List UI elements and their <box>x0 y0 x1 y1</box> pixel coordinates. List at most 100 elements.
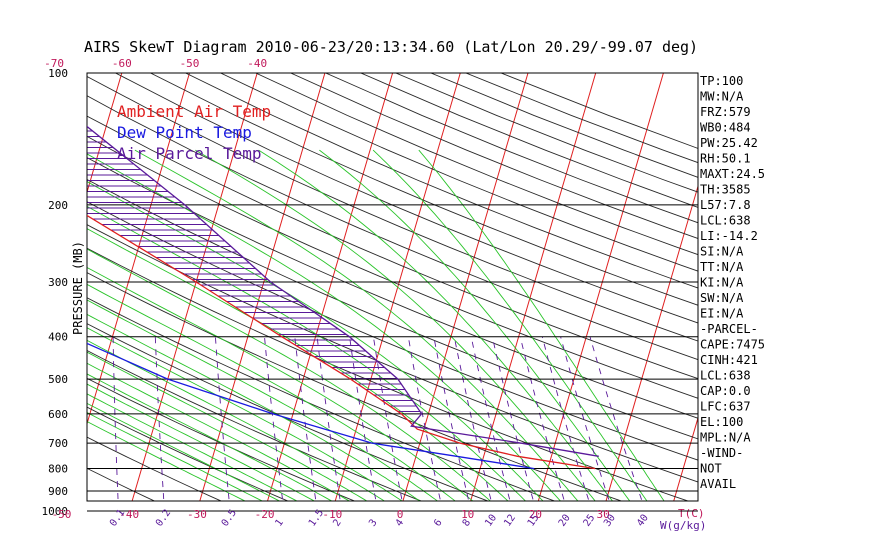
y-axis-label: PRESSURE (MB) <box>71 241 85 335</box>
dry-adiabat-line <box>87 436 223 501</box>
index-entry: TP:100 <box>700 74 743 88</box>
bottom-temp-tick-label: -30 <box>187 508 207 521</box>
profile-air-parcel-temp <box>87 125 599 457</box>
index-entry: LI:-14.2 <box>700 229 758 243</box>
pressure-tick-label: 800 <box>48 463 68 476</box>
isotherm-line <box>402 73 529 501</box>
dry-adiabat-line <box>87 467 156 501</box>
dry-adiabat-line <box>255 73 698 256</box>
index-entry: MW:N/A <box>700 90 744 104</box>
dry-adiabat-line <box>87 247 690 501</box>
index-entry: L57:7.8 <box>700 198 751 212</box>
dry-adiabat-line <box>87 272 623 501</box>
mixing-ratio-tick-label: 2 <box>331 517 343 528</box>
dry-adiabat-line <box>87 115 698 380</box>
pressure-tick-label: 700 <box>48 437 68 450</box>
index-entry: MPL:N/A <box>700 431 751 445</box>
mixing-ratio-tick-label: 6 <box>432 517 444 528</box>
dry-adiabat-line <box>87 135 698 399</box>
dry-adiabat-line <box>150 73 698 306</box>
moist-adiabat-line <box>87 402 281 501</box>
legend-entry: Air Parcel Temp <box>117 144 262 163</box>
index-entry: SW:N/A <box>700 291 744 305</box>
mixing-ratio-line <box>112 336 119 501</box>
moist-adiabat-line <box>418 149 665 501</box>
mixing-ratio-tick-label: 40 <box>635 513 651 529</box>
dry-adiabat-line <box>115 73 698 324</box>
cape-hatch <box>87 130 421 412</box>
isotherm-line <box>806 73 870 511</box>
dry-adiabat-line <box>87 377 356 501</box>
dry-adiabat-line <box>185 73 698 289</box>
profiles <box>87 125 599 470</box>
bottom-temp-tick-label: -40 <box>119 508 139 521</box>
index-entry: NOT <box>700 462 722 476</box>
pressure-tick-label: 400 <box>48 331 68 344</box>
mixing-ratio-tick-label: 10 <box>483 513 499 529</box>
moist-adiabat-line <box>87 299 439 501</box>
moist-adiabat-line <box>258 149 614 501</box>
dry-adiabat-line <box>430 73 698 178</box>
moist-adiabat-line <box>87 153 562 501</box>
isotherm-line <box>267 73 394 501</box>
top-temp-tick-label: -70 <box>44 57 64 70</box>
index-entry: EL:100 <box>700 415 743 429</box>
pressure-tick-label: 300 <box>48 276 68 289</box>
pressure-lines <box>86 72 699 512</box>
mixing-ratio-tick-label: 4 <box>394 517 406 528</box>
mixing-ratio-line <box>491 336 534 501</box>
x-axis-label: T(C) <box>678 507 705 520</box>
mixing-ratio-tick-label: 12 <box>502 513 518 529</box>
index-entry: LFC:637 <box>700 400 751 414</box>
dry-adiabat-line <box>325 73 698 224</box>
dry-adiabat-line <box>87 224 698 483</box>
pressure-tick-label: 100 <box>48 67 68 80</box>
dry-adiabat-line <box>220 73 698 272</box>
moist-adiabat-line <box>87 266 474 501</box>
moist-adiabat-line <box>319 149 631 501</box>
moist-adiabat-line <box>87 420 246 501</box>
profile-ambient-air-temp <box>87 214 596 470</box>
dry-adiabat-line <box>87 178 698 440</box>
index-entry: -PARCEL- <box>700 322 758 336</box>
bottom-temp-tick-label: -10 <box>322 508 342 521</box>
isotherm-line <box>0 73 54 511</box>
isotherm-line <box>673 416 698 501</box>
isotherm-line <box>87 73 123 194</box>
index-entry: CAPE:7475 <box>700 338 765 352</box>
isotherm-line <box>537 73 664 501</box>
moist-adiabat-line <box>134 149 579 501</box>
mixing-ratio-line <box>154 336 165 501</box>
index-entry: LCL:638 <box>700 214 751 228</box>
profile-dew-point-temp <box>87 342 535 470</box>
moist-adiabat-line <box>87 313 421 501</box>
moist-adiabat-line <box>87 339 386 501</box>
mixing-ratio-tick-label: 3 <box>367 517 379 528</box>
mixing-ratio-tick-label: 25 <box>582 513 598 529</box>
plot-frame <box>86 72 699 502</box>
bottom-temp-tick-label: 0 <box>397 508 404 521</box>
index-entry: RH:50.1 <box>700 152 751 166</box>
index-entry: SI:N/A <box>700 245 744 259</box>
mixing-ratio-line <box>541 336 590 501</box>
background-lines <box>0 73 870 511</box>
index-entry: MAXT:24.5 <box>700 167 765 181</box>
dry-adiabat-line <box>87 157 698 419</box>
pressure-tick-label: 900 <box>48 485 68 498</box>
moist-adiabat-line <box>87 351 368 501</box>
index-entry: EI:N/A <box>700 307 744 321</box>
dry-adiabat-line <box>87 201 698 461</box>
dry-adiabat-line <box>87 95 698 361</box>
moist-adiabat-line <box>87 205 527 501</box>
bottom-temp-tick-label: 30 <box>596 508 609 521</box>
moist-adiabat-line <box>87 362 351 501</box>
chart-title: AIRS SkewT Diagram 2010-06-23/20:13:34.6… <box>84 38 698 56</box>
mixing-ratio-line <box>349 336 377 501</box>
moist-adiabat-line <box>195 149 596 501</box>
moist-adiabat-line <box>87 283 456 501</box>
moist-adiabat-line <box>87 383 316 501</box>
mixing-ratio-line <box>560 336 610 501</box>
